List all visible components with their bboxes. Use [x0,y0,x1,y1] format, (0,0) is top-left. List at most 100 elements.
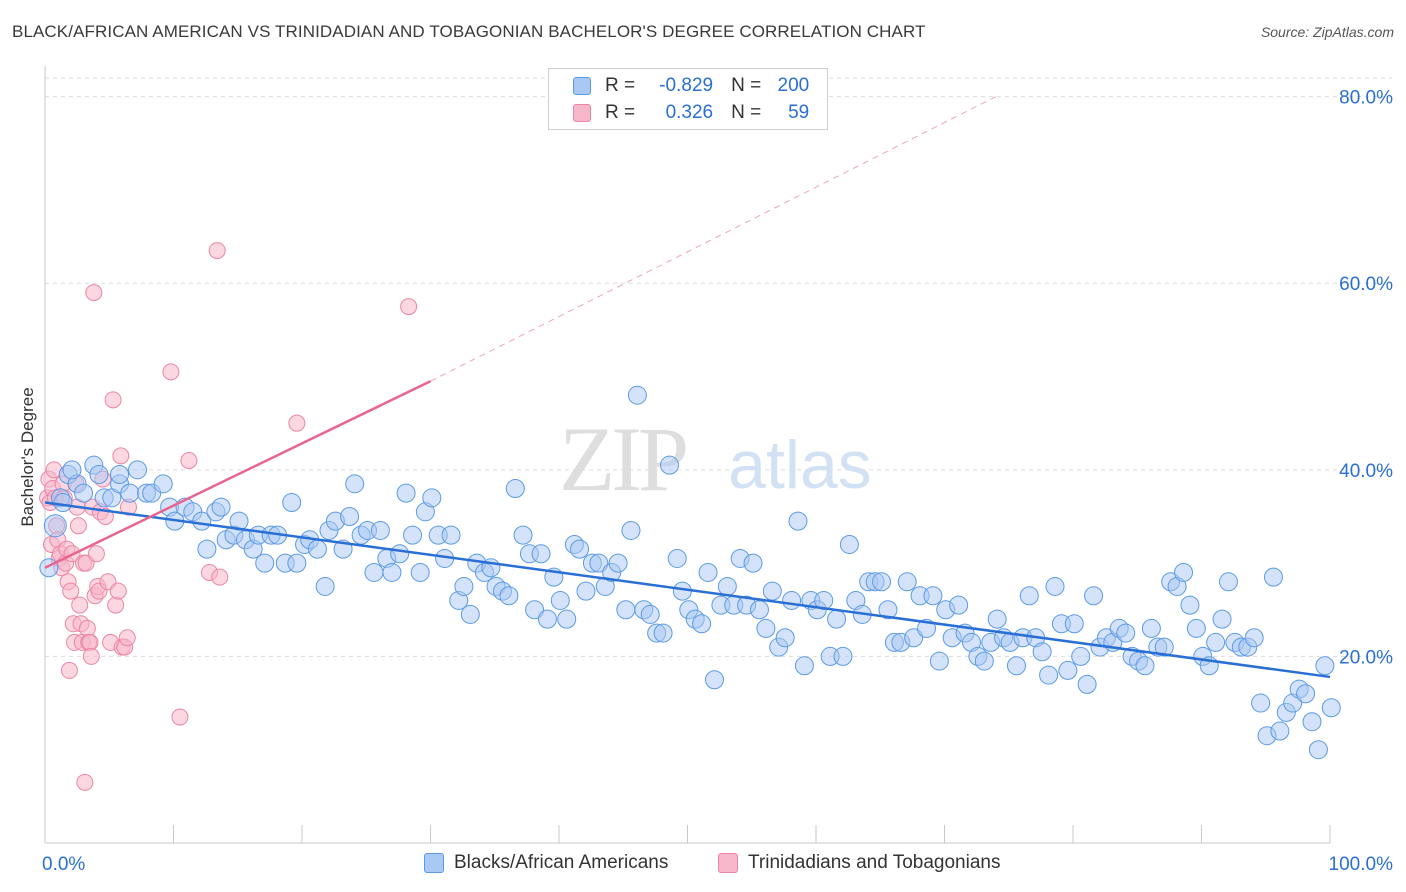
pink-point [82,647,100,665]
blue-point [1077,674,1097,694]
blue-point [621,520,641,540]
blue-point [1296,684,1316,704]
stats-n-value: 200 [777,75,810,96]
blue-point [698,562,718,582]
blue-point [1212,609,1232,629]
blue-point [153,474,173,494]
blue-point [1071,646,1091,666]
pink-point [400,298,418,316]
legend-swatch-pink [718,853,738,873]
blue-point [923,586,943,606]
pink-point [69,517,87,535]
blue-point [422,488,442,508]
pink-point [208,242,226,260]
pink-point [109,582,127,600]
blue-point [89,464,109,484]
pink-point [180,452,198,469]
blue-point [653,623,673,643]
blue-trendline [44,501,1331,679]
stats-n-label: N = [731,102,762,123]
blue-point [794,656,814,676]
stats-r-label: R = [605,75,636,96]
blue-point [1154,637,1174,657]
bottom-legend: Blacks/African Americans Trinidadians an… [0,850,1406,880]
blue-point [756,618,776,638]
pink-point [171,708,189,726]
blue-point [460,604,480,624]
blue-point [1039,665,1059,685]
legend-label-trinidadians: Trinidadians and Tobagonians [748,852,1001,873]
blue-point [1174,562,1194,582]
legend-item-trinidadians[interactable]: Trinidadians and Tobagonians [718,852,1000,874]
y-axis-label: Bachelor's Degree [18,387,37,526]
stats-n-label: N = [731,75,762,96]
legend-label-blacks: Blacks/African Americans [454,852,669,873]
blue-point [557,609,577,629]
pink-point [112,447,130,465]
blue-point [762,581,782,601]
blue-point [704,670,724,690]
legend-item-blacks[interactable]: Blacks/African Americans [424,852,668,874]
blue-point [717,576,737,596]
blue-point [1302,712,1322,732]
blue-point [74,483,94,503]
watermark-atlas: atlas [728,427,872,503]
trendlines [44,96,1331,679]
blue-point [833,646,853,666]
blue-point [1218,572,1238,592]
blue-point [872,572,892,592]
blue-point [1186,618,1206,638]
blue-point [788,511,808,531]
blue-point [1321,698,1341,718]
stats-row-blue: R = -0.829 N = 200 [573,73,809,99]
blue-point [1206,632,1226,652]
pink-point [118,629,136,647]
blue-point [1251,693,1271,713]
y-tick-label: 60.0% [1339,274,1393,295]
blue-point [110,464,130,484]
blue-point [839,534,859,554]
blue-point [1006,656,1026,676]
blue-point [640,604,660,624]
blue-point [949,595,969,615]
y-tick-label: 40.0% [1339,461,1393,482]
blue-point [537,609,557,629]
blue-point [1244,628,1264,648]
blue-point [1308,740,1328,760]
blue-point [1180,595,1200,615]
blue-point [307,539,327,559]
pink-point [85,284,103,302]
blue-point [827,609,847,629]
blue-point [382,562,402,582]
blue-point [53,492,73,512]
blue-point [1141,618,1161,638]
blue-point [616,600,636,620]
pink-point [162,363,180,381]
pink-point [211,568,229,586]
blue-point [525,600,545,620]
blue-point [62,460,82,480]
pink-point [288,414,306,432]
stats-swatch-pink [573,104,591,122]
stats-n-value: 59 [788,102,810,123]
blue-point [120,483,140,503]
blue-point [589,553,609,573]
blue-point [403,525,423,545]
blue-point [775,628,795,648]
pink-point [76,773,94,791]
blue-point [550,590,570,610]
blue-point [692,614,712,634]
blue-point [660,455,680,475]
watermark: ZIP atlas [559,408,872,510]
blue-point [1032,642,1052,662]
blue-point [282,492,302,512]
blue-point [364,562,384,582]
blue-point [454,576,474,596]
blue-point [576,581,596,601]
blue-point [1045,576,1065,596]
blue-point [531,544,551,564]
blue-point [1315,656,1335,676]
pink-points [39,242,418,791]
blue-point [43,514,67,538]
source-label: Source: ZipAtlas.com [1260,24,1394,40]
